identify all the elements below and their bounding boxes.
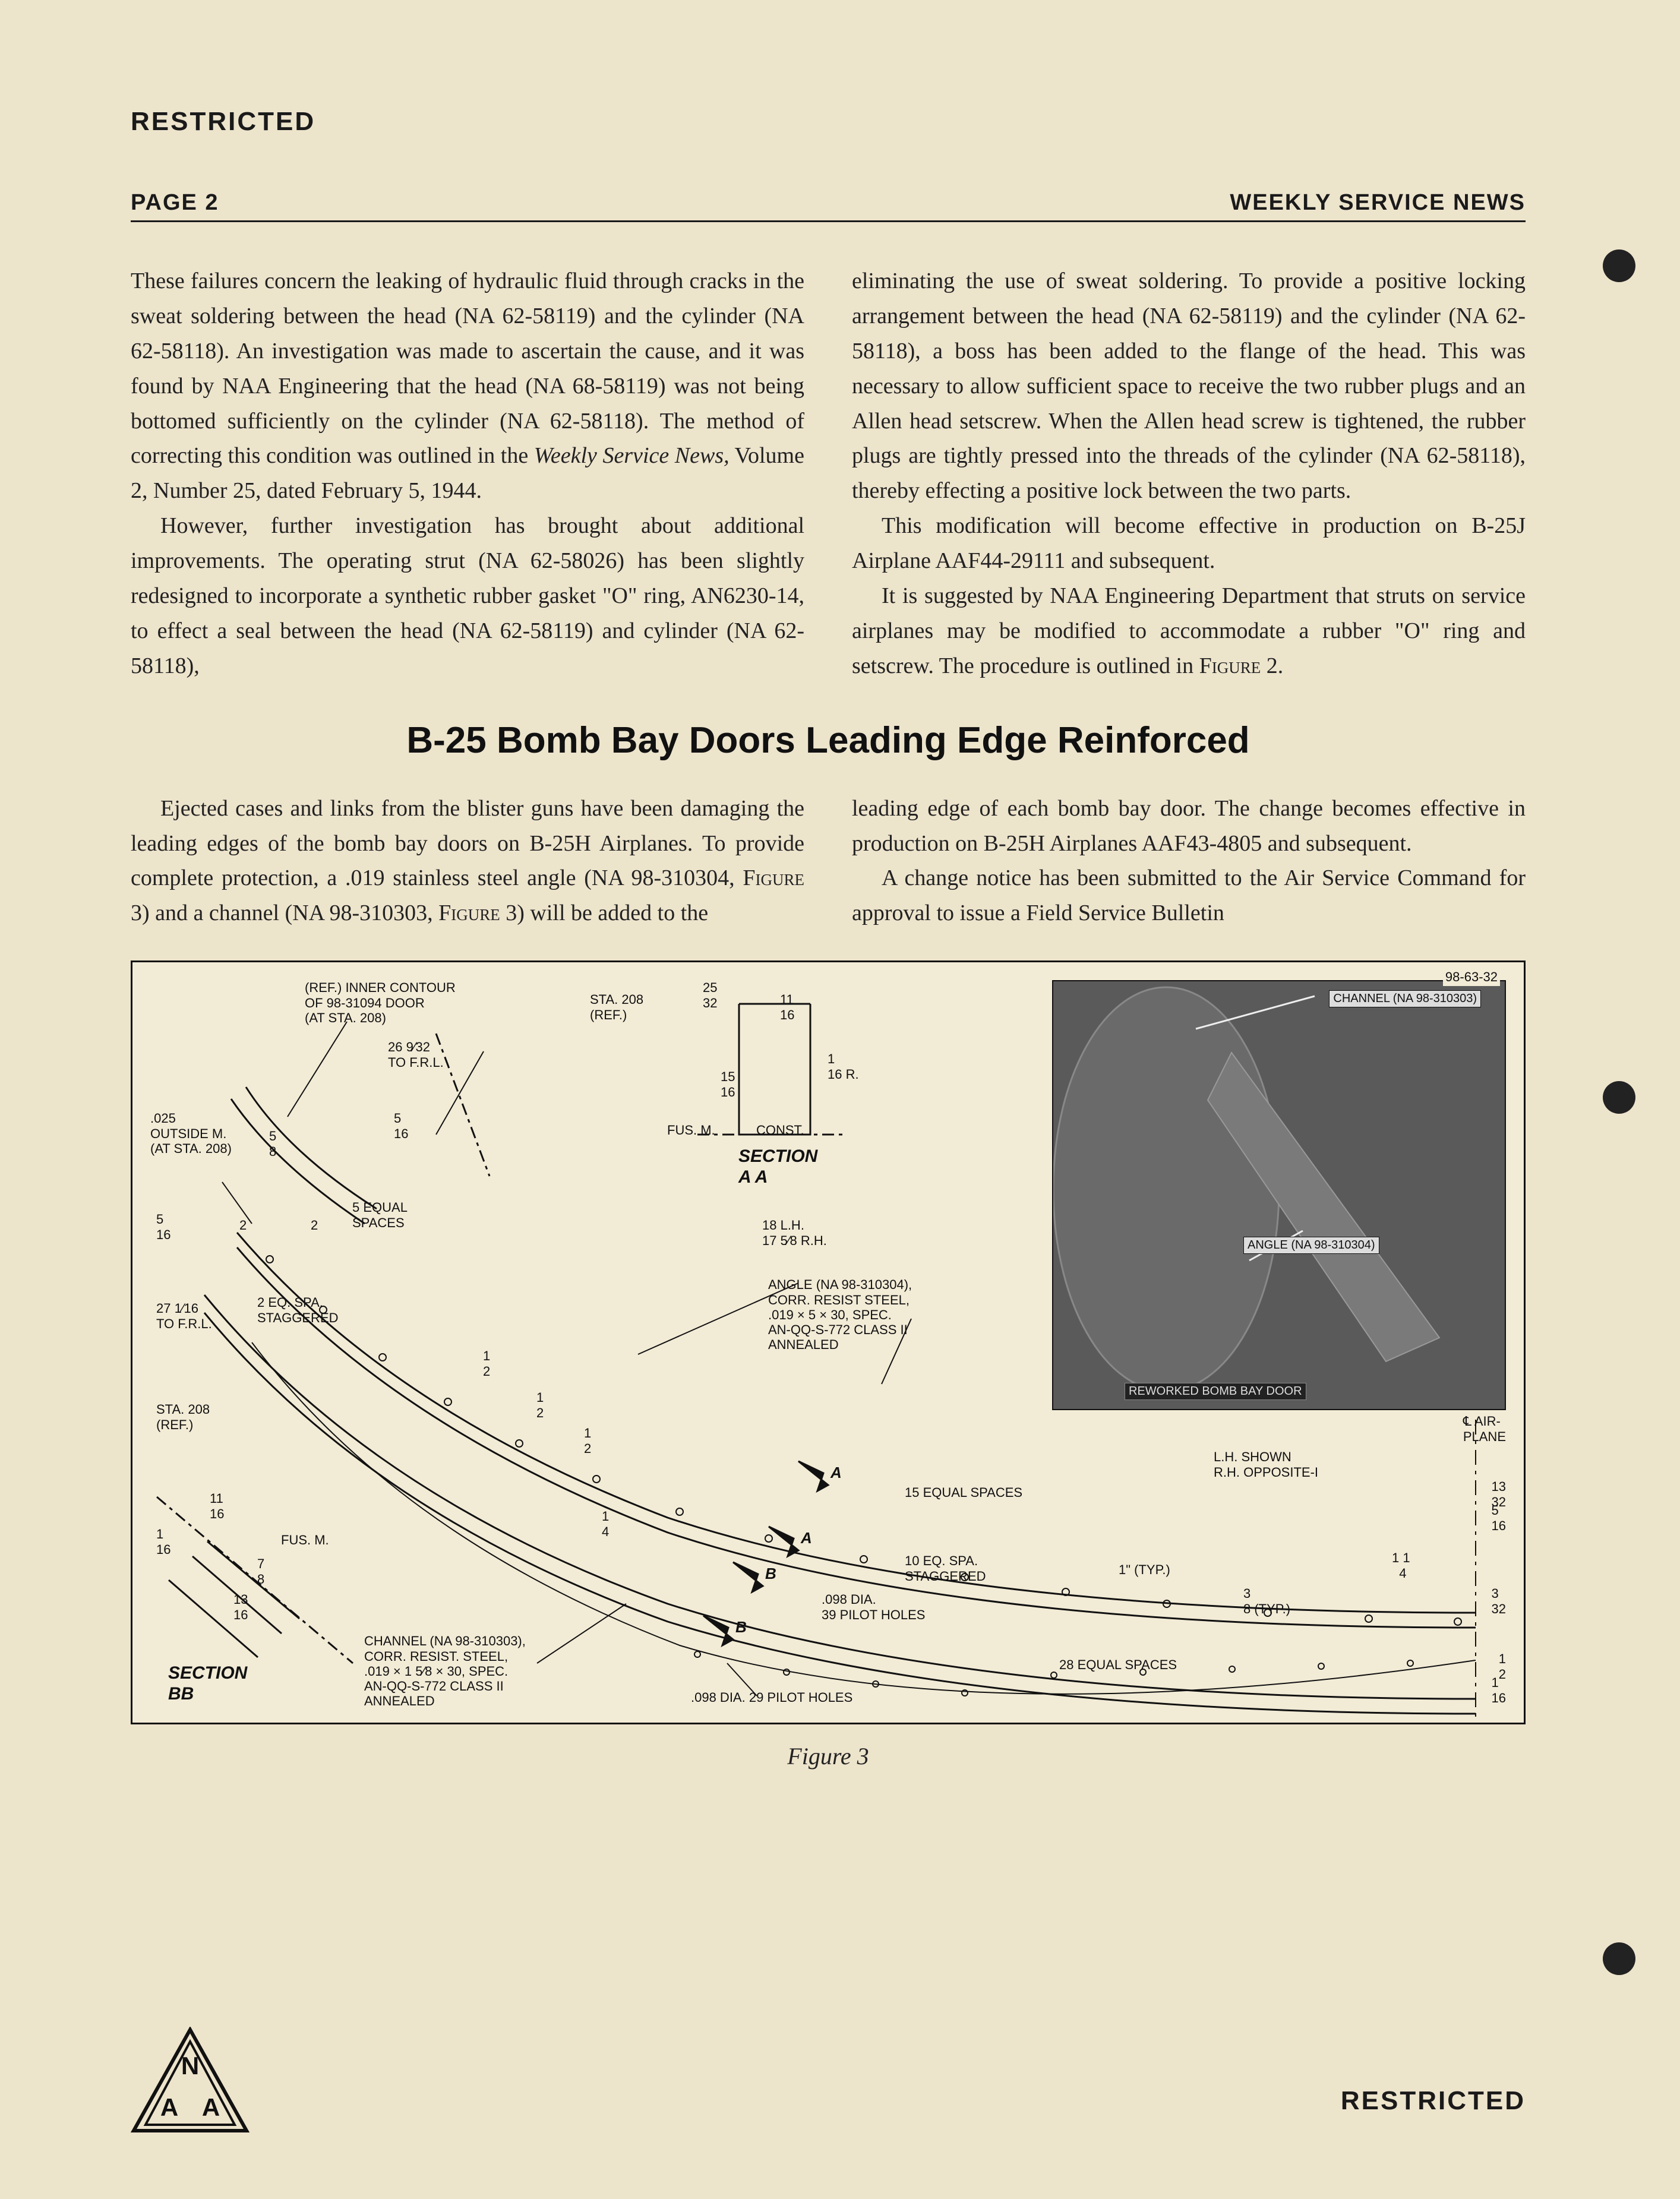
label-1-2b: 1 2 — [536, 1390, 544, 1420]
text: It is suggested by NAA Engineering Depar… — [852, 583, 1526, 678]
label-11-16: 11 16 — [780, 992, 794, 1022]
article1-p1: These failures concern the leaking of hy… — [131, 264, 804, 508]
label-bb-13-16: 13 16 — [233, 1592, 248, 1622]
classification-footer: RESTRICTED — [1341, 2086, 1526, 2116]
figure-caption: Figure 3 — [131, 1742, 1526, 1770]
label-arrow-B1: B — [765, 1565, 776, 1583]
label-inner-contour: (REF.) INNER CONTOUR OF 98-31094 DOOR (A… — [305, 980, 456, 1025]
label-arrow-A2: A — [801, 1530, 812, 1547]
label-1typ: 1" (TYP.) — [1119, 1562, 1170, 1577]
page-number: PAGE 2 — [131, 190, 219, 216]
article2-left-p1: Ejected cases and links from the blister… — [131, 791, 804, 931]
label-arrow-A1: A — [830, 1464, 842, 1482]
label-1-2c: 1 2 — [584, 1426, 591, 1456]
label-15eq: 15 EQUAL SPACES — [905, 1485, 1022, 1500]
label-pilot39: .098 DIA. 39 PILOT HOLES — [822, 1592, 925, 1622]
label-5-16b: 5 16 — [394, 1111, 408, 1141]
label-outside-ml: .025 OUTSIDE M. (AT STA. 208) — [150, 1111, 232, 1156]
label-section-bb: SECTION BB — [168, 1663, 247, 1704]
article1-right-p2: This modification will become effective … — [852, 508, 1526, 579]
label-lh-shown: L.H. SHOWN R.H. OPPOSITE-I — [1214, 1449, 1318, 1480]
label-two-b: 2 — [239, 1218, 247, 1233]
text: ) and a channel (NA 98-310303, — [142, 901, 438, 925]
publication-title: WEEKLY SERVICE NEWS — [1230, 190, 1526, 216]
figure-ref: Figure 2. — [1199, 653, 1284, 678]
label-15-16: 15 16 — [721, 1069, 735, 1100]
label-two: 2 — [311, 1218, 318, 1233]
label-bb-11-16: 11 16 — [210, 1491, 224, 1521]
article1-left-col: These failures concern the leaking of hy… — [131, 264, 804, 684]
svg-text:A: A — [160, 2093, 178, 2121]
page: RESTRICTED PAGE 2 WEEKLY SERVICE NEWS Th… — [0, 0, 1680, 2199]
text: ) will be added to the — [517, 901, 708, 925]
label-sta208-ref2: STA. 208 (REF.) — [156, 1402, 210, 1432]
label-angle-spec: ANGLE (NA 98-310304), CORR. RESIST STEEL… — [768, 1277, 912, 1352]
italic-ref: Weekly Service News, — [534, 443, 730, 468]
label-fus-m: FUS. M. — [667, 1123, 715, 1138]
label-5-8: 5 8 — [269, 1129, 276, 1159]
label-10eq: 10 EQ. SPA. STAGGERED — [905, 1553, 986, 1584]
label-bb-fus: FUS. M. — [281, 1533, 329, 1547]
label-arrow-B2: B — [735, 1619, 747, 1636]
label-pilot29: .098 DIA. 29 PILOT HOLES — [691, 1690, 852, 1705]
label-28eq: 28 EQUAL SPACES — [1059, 1657, 1177, 1672]
header-rule-row: PAGE 2 WEEKLY SERVICE NEWS — [131, 190, 1526, 222]
label-1-2d: 1 2 — [1499, 1651, 1506, 1682]
label-25-32: 25 32 — [703, 980, 717, 1010]
label-5-16a: 5 16 — [156, 1212, 170, 1242]
label-channel-spec: CHANNEL (NA 98-310303), CORR. RESIST. ST… — [364, 1634, 526, 1708]
label-bb-7-8: 7 8 — [257, 1556, 264, 1587]
figure-3-box: CHANNEL (NA 98-310303) ANGLE (NA 98-3103… — [131, 961, 1526, 1724]
article2-title: B-25 Bomb Bay Doors Leading Edge Reinfor… — [131, 719, 1526, 762]
label-sta208-ref1: STA. 208 (REF.) — [590, 992, 643, 1022]
figure-ref: Figure 3 — [438, 901, 517, 925]
classification-header: RESTRICTED — [131, 107, 1526, 137]
naa-logo-icon: N A A — [131, 2027, 250, 2134]
label-26-9-32: 26 9⁄32 TO F.R.L. — [388, 1040, 444, 1070]
punch-hole — [1603, 249, 1635, 282]
label-section-aa: SECTION A A — [738, 1146, 817, 1187]
article2-left-col: Ejected cases and links from the blister… — [131, 791, 804, 931]
punch-hole — [1603, 1942, 1635, 1975]
label-38typ: 3 8 (TYP.) — [1243, 1586, 1290, 1616]
article1-right-p3: It is suggested by NAA Engineering Depar… — [852, 579, 1526, 684]
label-1-16R: 1 16 R. — [828, 1051, 859, 1082]
label-cl-airplane: ℄ AIR- PLANE — [1463, 1414, 1506, 1444]
svg-text:N: N — [181, 2052, 199, 2080]
label-3-32: 3 32 — [1492, 1586, 1506, 1616]
article2-right-p1: leading edge of each bomb bay door. The … — [852, 791, 1526, 861]
label-27-1-16: 27 1⁄16 TO F.R.L. — [156, 1301, 212, 1331]
label-1-2a: 1 2 — [483, 1348, 490, 1379]
text: These failures concern the leaking of hy… — [131, 268, 804, 468]
label-1-1-4: 1 1 4 — [1392, 1550, 1410, 1581]
label-bb-1-16: 1 16 — [156, 1527, 170, 1557]
svg-text:A: A — [202, 2093, 220, 2121]
label-const: CONST. — [756, 1123, 804, 1138]
text: Ejected cases and links from the blister… — [131, 796, 804, 891]
label-1-4: 1 4 — [602, 1509, 609, 1539]
punch-hole — [1603, 1081, 1635, 1114]
label-5-16c: 5 16 — [1492, 1503, 1506, 1533]
label-lh-rh: 18 L.H. 17 5⁄8 R.H. — [762, 1218, 827, 1248]
label-2eq: 2 EQ. SPA. STAGGERED — [257, 1295, 339, 1325]
article1-right-col: eliminating the use of sweat soldering. … — [852, 264, 1526, 684]
article1-columns: These failures concern the leaking of hy… — [131, 264, 1526, 684]
article1-right-p1: eliminating the use of sweat soldering. … — [852, 264, 1526, 508]
article2-right-p2: A change notice has been submitted to th… — [852, 861, 1526, 931]
article2-columns: Ejected cases and links from the blister… — [131, 791, 1526, 931]
label-5-equal: 5 EQUAL SPACES — [352, 1200, 408, 1230]
drawing-number: 98-63-32 — [1443, 968, 1500, 985]
article2-right-col: leading edge of each bomb bay door. The … — [852, 791, 1526, 931]
article1-p2: However, further investigation has broug… — [131, 508, 804, 683]
